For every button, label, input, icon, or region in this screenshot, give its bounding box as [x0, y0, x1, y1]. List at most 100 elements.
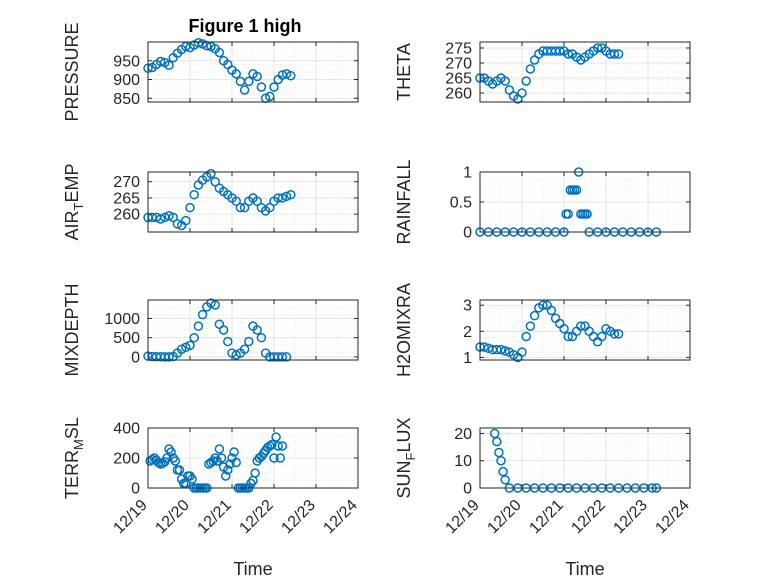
y-axis-label: AIRTEMP [62, 164, 86, 241]
data-point [277, 441, 288, 451]
y-tick-label: 0 [463, 481, 472, 498]
data-point [256, 82, 267, 92]
data-point [155, 214, 166, 224]
y-tick-label: 3 [463, 298, 472, 315]
y-axis-label: MIXDEPTH [62, 283, 82, 376]
data-point [220, 471, 231, 481]
data-point [256, 332, 267, 343]
axes-frame [479, 299, 691, 361]
data-point [517, 347, 527, 357]
data-series [143, 168, 296, 231]
data-point [187, 474, 197, 484]
data-point [164, 211, 174, 221]
data-point [613, 329, 624, 339]
data-point [563, 49, 573, 59]
data-point [164, 60, 174, 70]
y-axis-label: RAINFALL [394, 159, 414, 244]
data-point [252, 325, 262, 335]
data-point [197, 309, 208, 320]
data-point [271, 432, 281, 442]
y-tick-label: 900 [113, 72, 140, 89]
y-axis-label: SUNFLUX [394, 418, 418, 499]
data-point [244, 336, 254, 347]
data-point [214, 444, 225, 454]
data-point [281, 191, 292, 202]
data-point [555, 46, 565, 56]
data-point [521, 76, 531, 86]
data-point [231, 457, 241, 468]
data-point [216, 453, 227, 463]
data-point [492, 436, 502, 447]
axes-frame [147, 171, 359, 233]
data-point [185, 340, 195, 351]
x-tick-label: 12/22 [568, 497, 608, 537]
data-point [563, 331, 573, 342]
subplot-5: 0 500 1000 MIXDEPTH [62, 283, 359, 377]
data-point [189, 332, 199, 343]
data-point [214, 47, 225, 58]
data-point [235, 202, 246, 213]
y-tick-label: 275 [445, 41, 472, 58]
y-tick-label: 265 [445, 71, 472, 88]
y-tick-label: 2 [463, 324, 472, 341]
data-point [231, 196, 241, 206]
data-point [597, 331, 607, 342]
data-point [239, 202, 250, 213]
data-point [244, 76, 254, 87]
y-axis-label: PRESSURE [62, 22, 82, 121]
y-tick-label: 0 [131, 349, 140, 366]
data-point [517, 88, 527, 98]
x-tick-label: 12/20 [484, 497, 524, 537]
axes-frame [147, 427, 359, 489]
x-tick-label: 12/21 [194, 497, 234, 537]
data-point [231, 69, 241, 79]
y-tick-label: 10 [454, 453, 472, 470]
data-point [592, 43, 603, 53]
data-point [185, 202, 195, 213]
data-point [166, 447, 176, 457]
y-tick-label: 1000 [104, 311, 140, 328]
axes-frame [479, 41, 691, 103]
y-axis-label: H2OMIXRA [394, 283, 414, 377]
data-point [181, 215, 191, 226]
data-point [153, 457, 164, 468]
data-point [170, 456, 181, 466]
data-point [576, 321, 586, 331]
x-tick-label: 12/24 [320, 497, 360, 537]
data-point [193, 321, 204, 331]
y-tick-label: 260 [445, 86, 472, 103]
y-tick-label: 265 [113, 190, 140, 207]
x-tick-label: 12/23 [610, 497, 650, 537]
data-point [521, 331, 531, 342]
data-point [225, 459, 235, 469]
data-point [239, 85, 250, 95]
y-axis-label: TERRMSL [62, 417, 86, 499]
x-tick-label: 12/19 [110, 497, 150, 537]
data-point [206, 168, 216, 179]
data-point [210, 176, 220, 187]
data-point [582, 209, 592, 219]
data-point [277, 193, 288, 203]
x-axis-label: Time [565, 559, 604, 579]
data-point [500, 475, 510, 485]
data-point [286, 189, 296, 200]
subplot-6: 1 2 3 H2OMIXRA [394, 283, 691, 377]
data-point [229, 447, 239, 457]
subplot-1: 850 900 950 PRESSURE [62, 22, 359, 122]
data-point [269, 82, 279, 92]
x-tick-label: 12/19 [442, 497, 482, 537]
axes-frame [147, 41, 359, 103]
data-point [563, 209, 573, 219]
x-tick-label: 12/23 [278, 497, 318, 537]
data-point [559, 323, 569, 334]
y-tick-label: 260 [113, 207, 140, 224]
data-point [277, 352, 288, 362]
subplot-7: 0 200 400 12/19 12/20 12/21 12/22 12/23 12/24 Tim… [62, 417, 361, 579]
axes-frame [479, 171, 691, 233]
x-tick-label: 12/24 [652, 497, 692, 537]
data-point [500, 76, 510, 86]
